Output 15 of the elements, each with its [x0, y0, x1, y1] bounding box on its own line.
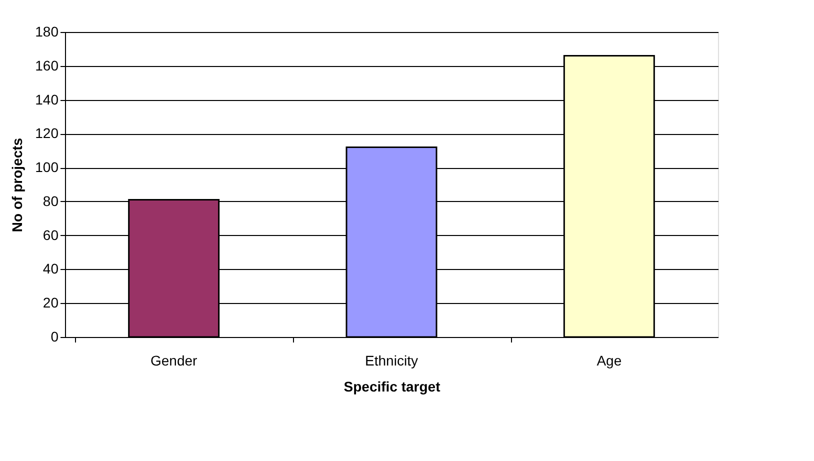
y-axis-title: No of projects	[9, 138, 26, 232]
x-tick-label: Gender	[150, 352, 198, 368]
y-tick-label: 0	[50, 328, 59, 344]
x-axis-title: Specific target	[344, 378, 441, 394]
y-tick-label: 60	[42, 226, 59, 243]
x-tick-label: Ethnicity	[365, 352, 418, 368]
y-tick-label: 100	[35, 159, 59, 176]
y-tick-label: 180	[35, 24, 59, 40]
y-tick-label: 80	[42, 192, 59, 209]
y-tick-label: 140	[35, 91, 59, 108]
y-tick-label: 20	[42, 294, 59, 311]
y-tick-label: 40	[42, 260, 59, 277]
y-tick-label: 160	[35, 57, 59, 74]
x-tick-label: Age	[596, 352, 622, 368]
y-tick-label: 120	[35, 125, 59, 142]
